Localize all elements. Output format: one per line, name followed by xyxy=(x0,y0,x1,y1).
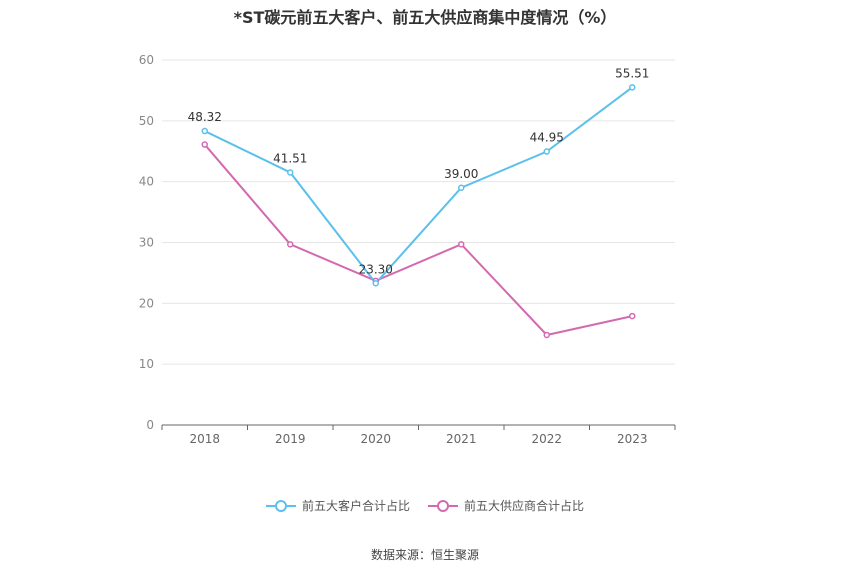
data-label: 39.00 xyxy=(444,167,478,181)
y-tick-label: 0 xyxy=(146,418,154,432)
legend-dot xyxy=(274,499,287,512)
data-point xyxy=(201,127,208,135)
data-point xyxy=(458,184,465,191)
data-point xyxy=(372,280,379,287)
legend-label: 前五大客户合计占比 xyxy=(301,499,410,513)
data-point xyxy=(287,169,294,176)
legend-item-0[interactable]: 前五大客户合计占比 xyxy=(265,497,410,514)
y-tick-label: 10 xyxy=(139,357,154,371)
legend-marker-icon xyxy=(428,499,458,512)
data-point xyxy=(629,312,636,320)
data-label: 44.95 xyxy=(530,131,564,145)
line-chart: 0 10 20 30 40 50 60 2018 2019 2020 2021 2022 2023 48.… xyxy=(139,53,676,446)
x-tick-label: 2020 xyxy=(360,432,391,446)
legend: 前五大客户合计占比 前五大供应商合计占比 xyxy=(0,497,850,514)
data-label: 48.32 xyxy=(188,110,222,124)
legend-marker-icon xyxy=(265,499,296,512)
chart-title: *ST碳元前五大客户、前五大供应商集中度情况（%） xyxy=(233,8,617,27)
y-tick-label: 20 xyxy=(139,296,154,310)
legend-dot xyxy=(437,499,449,512)
legend-item-1[interactable]: 前五大供应商合计占比 xyxy=(428,497,584,514)
data-label: 41.51 xyxy=(273,151,307,165)
x-tick-label: 2021 xyxy=(446,432,477,446)
data-label: 55.51 xyxy=(615,66,649,80)
x-tick-label: 2019 xyxy=(275,432,306,446)
data-point xyxy=(543,331,550,339)
data-point xyxy=(458,241,465,248)
y-tick-label: 60 xyxy=(139,53,154,67)
x-tick-label: 2018 xyxy=(189,432,220,446)
legend-label: 前五大供应商合计占比 xyxy=(464,499,585,513)
y-tick-label: 50 xyxy=(139,114,154,128)
data-source: 数据来源：恒生聚源 xyxy=(370,548,479,562)
series-line-0 xyxy=(204,86,633,285)
data-point xyxy=(629,84,636,91)
y-tick-label: 40 xyxy=(139,175,154,189)
data-point xyxy=(543,148,550,155)
x-tick-label: 2023 xyxy=(617,432,648,446)
data-point xyxy=(287,241,294,248)
series-line-1 xyxy=(203,143,633,337)
data-label: 23.30 xyxy=(359,262,393,276)
y-tick-label: 30 xyxy=(139,236,154,250)
x-tick-label: 2022 xyxy=(531,432,562,446)
data-point xyxy=(201,141,208,148)
